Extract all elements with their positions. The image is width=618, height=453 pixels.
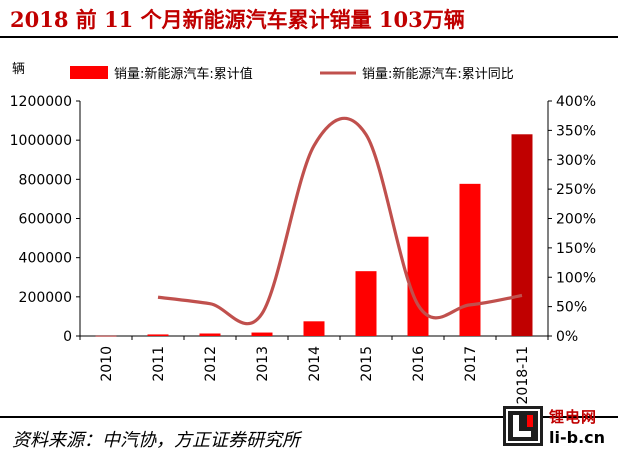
title-rule (0, 36, 618, 38)
source-note: 资料来源：中汽协，方正证券研究所 (12, 430, 300, 451)
legend-swatch-bar (70, 66, 108, 79)
y2-tick-label: 400% (556, 94, 596, 110)
bar (147, 334, 169, 336)
series-line-yoy (157, 116, 523, 326)
bar (303, 321, 325, 336)
legend: 销量:新能源汽车:累计值 销量:新能源汽车:累计同比 (70, 66, 514, 82)
x-tick-label: 2015 (359, 346, 375, 382)
y-tick-label: 600000 (19, 212, 72, 228)
bar (355, 271, 377, 336)
y2-tick-label: 200% (556, 212, 596, 228)
y-tick-label: 1000000 (10, 133, 72, 149)
x-tick-label: 2018-11 (515, 346, 531, 405)
logo-mark-icon (503, 406, 543, 446)
y2-tick-label: 250% (556, 182, 596, 198)
x-tick-label: 2011 (151, 346, 167, 382)
chart: 0 200000 400000 600000 800000 1000000 1200000 0… (10, 62, 596, 405)
x-tick-label: 2014 (307, 346, 323, 382)
y-tick-label: 200000 (19, 290, 72, 306)
y2-tick-label: 350% (556, 123, 596, 139)
bar (459, 183, 481, 336)
x-tick-label: 2013 (255, 346, 271, 382)
bar (199, 333, 221, 336)
x-tick-label: 2016 (411, 346, 427, 382)
y2-tick-label: 300% (556, 153, 596, 169)
x-tick-label: 2010 (99, 346, 115, 382)
y2-tick-label: 150% (556, 241, 596, 257)
bar (251, 332, 273, 336)
y-tick-label: 0 (63, 329, 72, 345)
source-rule (0, 416, 618, 418)
y2-tick-label: 100% (556, 270, 596, 286)
legend-label-bar: 销量:新能源汽车:累计值 (114, 66, 253, 82)
y2-tick-label: 0% (556, 329, 578, 345)
x-tick-label: 2012 (203, 346, 219, 382)
y-tick-label: 800000 (19, 172, 72, 188)
logo-name-en: li-b.cn (549, 428, 606, 447)
chart-title: 2018 前 11 个月新能源汽车累计销量 103万辆 (10, 7, 465, 32)
logo-name-cn: 锂电网 (549, 408, 598, 426)
y-tick-label: 400000 (19, 251, 72, 267)
bar (95, 335, 117, 337)
y-axis-unit: 辆 (12, 62, 25, 77)
x-tick-label: 2017 (463, 346, 479, 382)
plot-area: 0 200000 400000 600000 800000 1000000 1200000 0… (10, 94, 596, 405)
y2-tick-label: 50% (556, 300, 587, 316)
bar (511, 134, 533, 336)
y-tick-label: 1200000 (10, 94, 72, 110)
site-logo: 锂电网 li-b.cn (503, 404, 615, 451)
legend-label-line: 销量:新能源汽车:累计同比 (362, 66, 514, 82)
